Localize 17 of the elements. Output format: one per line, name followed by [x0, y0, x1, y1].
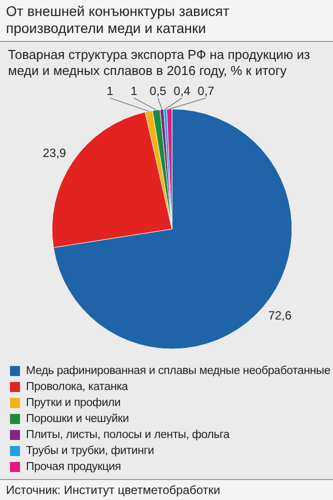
legend-label: Плиты, листы, полосы и ленты, фольга	[26, 429, 230, 441]
legend-label: Прутки и профили	[26, 397, 121, 409]
data-label: 0,4	[174, 84, 191, 98]
data-label: 1	[130, 84, 138, 98]
legend-label: Прочая продукция	[26, 461, 121, 473]
legend-label: Проволока, катанка	[26, 381, 128, 393]
data-label: 0,5	[150, 84, 167, 98]
chart-title: От внешней конъюнктуры зависят производители меди и катанки	[0, 0, 333, 42]
data-label: 23,9	[42, 146, 66, 160]
legend-label: Медь рафинированная и сплавы медные необработанные	[26, 365, 330, 377]
data-label: 0,7	[198, 84, 215, 98]
chart-subtitle: Товарная структура экспорта РФ на продукцию из меди и медных сплавов в 2016 году, % к итогу	[7, 46, 311, 79]
data-label: 1	[106, 84, 114, 98]
legend-label: Трубы и трубки, фитинги	[26, 445, 154, 457]
legend-label: Порошки и чешуйки	[26, 413, 129, 425]
text: Источник: Институт цветметобработки	[0, 479, 333, 500]
data-label: 72,6	[268, 308, 292, 322]
